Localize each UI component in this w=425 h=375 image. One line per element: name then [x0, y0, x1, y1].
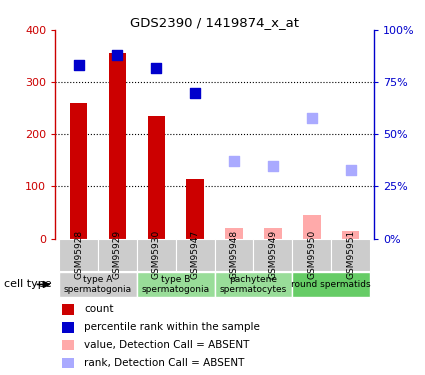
Bar: [264, 228, 282, 238]
Bar: [109, 54, 126, 238]
Point: [75, 63, 82, 69]
Bar: [70, 103, 87, 238]
Bar: [62, 322, 74, 333]
Bar: [62, 358, 74, 368]
Text: GSM95930: GSM95930: [152, 230, 161, 279]
Point: [153, 64, 160, 70]
Bar: [215, 272, 292, 297]
Point: [269, 163, 276, 169]
Bar: [331, 238, 370, 271]
Bar: [137, 238, 176, 271]
Bar: [187, 178, 204, 238]
Point: [192, 90, 198, 96]
Text: GSM95951: GSM95951: [346, 230, 355, 279]
Point: [114, 52, 121, 58]
Bar: [215, 238, 253, 271]
Bar: [253, 238, 292, 271]
Point: [309, 115, 315, 121]
Bar: [98, 238, 137, 271]
Text: type A
spermatogonia: type A spermatogonia: [64, 275, 132, 294]
Text: value, Detection Call = ABSENT: value, Detection Call = ABSENT: [84, 340, 249, 350]
Text: type B
spermatogonia: type B spermatogonia: [142, 275, 210, 294]
Bar: [62, 304, 74, 315]
Text: GSM95948: GSM95948: [230, 230, 238, 279]
Bar: [59, 272, 137, 297]
Text: pachytene
spermatocytes: pachytene spermatocytes: [220, 275, 287, 294]
Text: GSM95949: GSM95949: [269, 230, 278, 279]
Bar: [225, 228, 243, 238]
Text: GSM95947: GSM95947: [191, 230, 200, 279]
Bar: [176, 238, 215, 271]
Bar: [147, 116, 165, 238]
Text: GSM95929: GSM95929: [113, 230, 122, 279]
Text: rank, Detection Call = ABSENT: rank, Detection Call = ABSENT: [84, 358, 244, 368]
Bar: [62, 340, 74, 351]
Bar: [342, 231, 360, 238]
Bar: [292, 272, 370, 297]
Point: [231, 158, 238, 164]
Text: GSM95950: GSM95950: [307, 230, 316, 279]
Bar: [137, 272, 215, 297]
Text: round spermatids: round spermatids: [292, 280, 371, 289]
Text: cell type: cell type: [4, 279, 52, 290]
Point: [347, 167, 354, 173]
Bar: [59, 238, 98, 271]
Text: GSM95928: GSM95928: [74, 230, 83, 279]
Bar: [303, 215, 320, 238]
Title: GDS2390 / 1419874_x_at: GDS2390 / 1419874_x_at: [130, 16, 299, 29]
Bar: [292, 238, 331, 271]
Text: percentile rank within the sample: percentile rank within the sample: [84, 322, 260, 332]
Text: count: count: [84, 304, 113, 314]
